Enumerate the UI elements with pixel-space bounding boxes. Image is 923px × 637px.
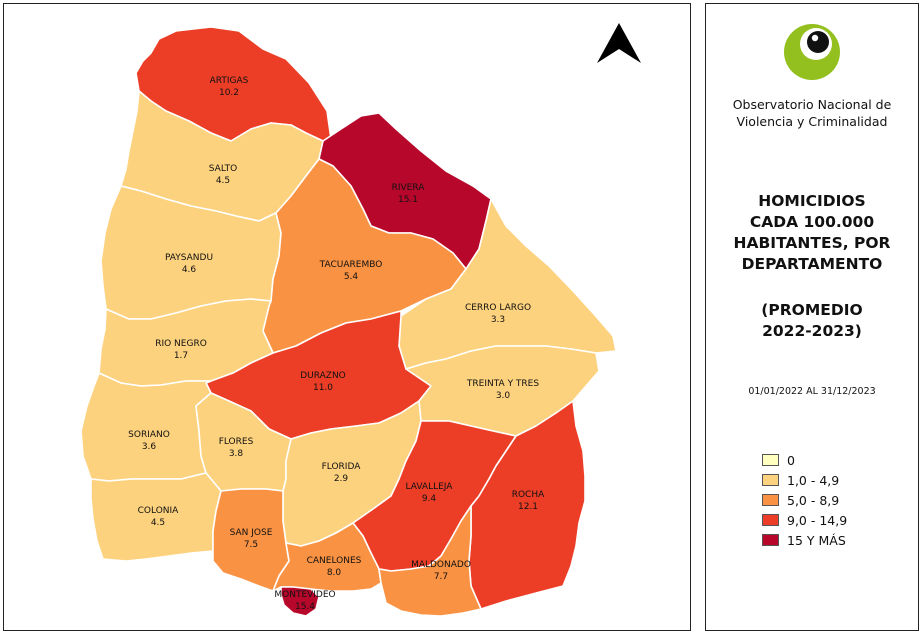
label-durazno-name: DURAZNO xyxy=(300,371,346,381)
date-range: 01/01/2022 AL 31/12/2023 xyxy=(748,386,876,397)
label-lavalleja-value: 9.4 xyxy=(422,494,437,504)
label-rivera-name: RIVERA xyxy=(392,183,426,193)
department-canelones[interactable] xyxy=(272,522,382,592)
legend-label: 1,0 - 4,9 xyxy=(787,472,840,488)
label-florida-name: FLORIDA xyxy=(322,462,362,472)
label-tacuarembo-value: 5.4 xyxy=(344,272,359,282)
department-montevideo[interactable] xyxy=(280,586,320,617)
department-rocha[interactable] xyxy=(468,400,586,610)
label-san-jose-value: 7.5 xyxy=(244,540,258,550)
uruguay-map: ARTIGAS 10.2 SALTO 4.5 RIVERA 15.1 PAYSA… xyxy=(80,23,641,617)
legend-swatch xyxy=(762,494,779,506)
legend-swatch xyxy=(762,474,779,486)
legend-label: 15 Y MÁS xyxy=(787,532,846,548)
subtitle-line-1: (PROMEDIO xyxy=(761,301,863,319)
label-cerro-largo-value: 3.3 xyxy=(491,315,505,325)
label-paysandu-value: 4.6 xyxy=(182,265,197,275)
legend-item: 15 Y MÁS xyxy=(762,530,847,550)
label-rio-negro-name: RIO NEGRO xyxy=(155,339,207,349)
label-san-jose-name: SAN JOSE xyxy=(230,528,273,538)
observatorio-logo-icon xyxy=(784,24,840,80)
legend: 0 1,0 - 4,9 5,0 - 8,9 9,0 - 14,9 15 Y MÁ… xyxy=(762,450,847,550)
label-tacuarembo-name: TACUAREMBO xyxy=(319,260,383,270)
label-soriano-name: SORIANO xyxy=(128,430,170,440)
title-line-1: HOMICIDIOS xyxy=(758,192,866,210)
label-flores-name: FLORES xyxy=(219,437,254,447)
label-durazno-value: 11.0 xyxy=(313,383,333,393)
legend-label: 9,0 - 14,9 xyxy=(787,512,848,528)
map-title: HOMICIDIOS CADA 100.000 HABITANTES, POR … xyxy=(706,191,918,275)
legend-item: 5,0 - 8,9 xyxy=(762,490,847,510)
legend-item: 0 xyxy=(762,450,847,470)
label-colonia-name: COLONIA xyxy=(138,506,180,516)
label-flores-value: 3.8 xyxy=(229,449,244,459)
legend-label: 0 xyxy=(787,452,795,468)
label-lavalleja-name: LAVALLEJA xyxy=(406,482,454,492)
label-florida-value: 2.9 xyxy=(334,474,349,484)
label-paysandu-name: PAYSANDU xyxy=(165,253,213,263)
map-panel: ARTIGAS 10.2 SALTO 4.5 RIVERA 15.1 PAYSA… xyxy=(3,3,691,631)
organization-name: Observatorio Nacional de Violencia y Cri… xyxy=(706,96,918,130)
label-treinta-y-tres-name: TREINTA Y TRES xyxy=(466,379,539,389)
map-subtitle: (PROMEDIO 2022-2023) xyxy=(706,300,918,342)
title-line-4: DEPARTAMENTO xyxy=(741,255,883,273)
label-maldonado-name: MALDONADO xyxy=(411,560,471,570)
organization-line-2: Violencia y Criminalidad xyxy=(736,114,888,129)
legend-swatch xyxy=(762,514,779,526)
title-line-2: CADA 100.000 xyxy=(749,213,875,231)
label-rocha-value: 12.1 xyxy=(518,502,538,512)
label-salto-name: SALTO xyxy=(209,164,237,174)
department-maldonado[interactable] xyxy=(378,505,482,617)
label-montevideo-value: 15.4 xyxy=(295,602,315,612)
label-canelones-value: 8.0 xyxy=(327,568,342,578)
organization-line-1: Observatorio Nacional de xyxy=(732,97,892,112)
label-salto-value: 4.5 xyxy=(216,176,230,186)
label-artigas-value: 10.2 xyxy=(219,88,239,98)
label-colonia-value: 4.5 xyxy=(151,518,165,528)
title-line-3: HABITANTES, POR xyxy=(733,234,891,252)
label-rocha-name: ROCHA xyxy=(512,490,545,500)
legend-swatch xyxy=(762,534,779,546)
label-rivera-value: 15.1 xyxy=(398,195,418,205)
subtitle-line-2: 2022-2023) xyxy=(762,322,862,340)
label-artigas-name: ARTIGAS xyxy=(210,76,249,86)
label-soriano-value: 3.6 xyxy=(142,442,157,452)
department-soriano[interactable] xyxy=(80,372,212,482)
label-canelones-name: CANELONES xyxy=(307,556,362,566)
legend-label: 5,0 - 8,9 xyxy=(787,492,840,508)
legend-item: 1,0 - 4,9 xyxy=(762,470,847,490)
legend-item: 9,0 - 14,9 xyxy=(762,510,847,530)
label-treinta-y-tres-value: 3.0 xyxy=(496,391,511,401)
label-cerro-largo-name: CERRO LARGO xyxy=(465,303,531,313)
label-rio-negro-value: 1.7 xyxy=(174,351,188,361)
legend-panel: Observatorio Nacional de Violencia y Cri… xyxy=(705,3,919,631)
north-arrow-icon xyxy=(597,23,641,63)
legend-swatch xyxy=(762,454,779,466)
department-colonia[interactable] xyxy=(90,472,222,562)
label-maldonado-value: 7.7 xyxy=(434,572,448,582)
label-montevideo-name: MONTEVIDEO xyxy=(274,590,335,600)
